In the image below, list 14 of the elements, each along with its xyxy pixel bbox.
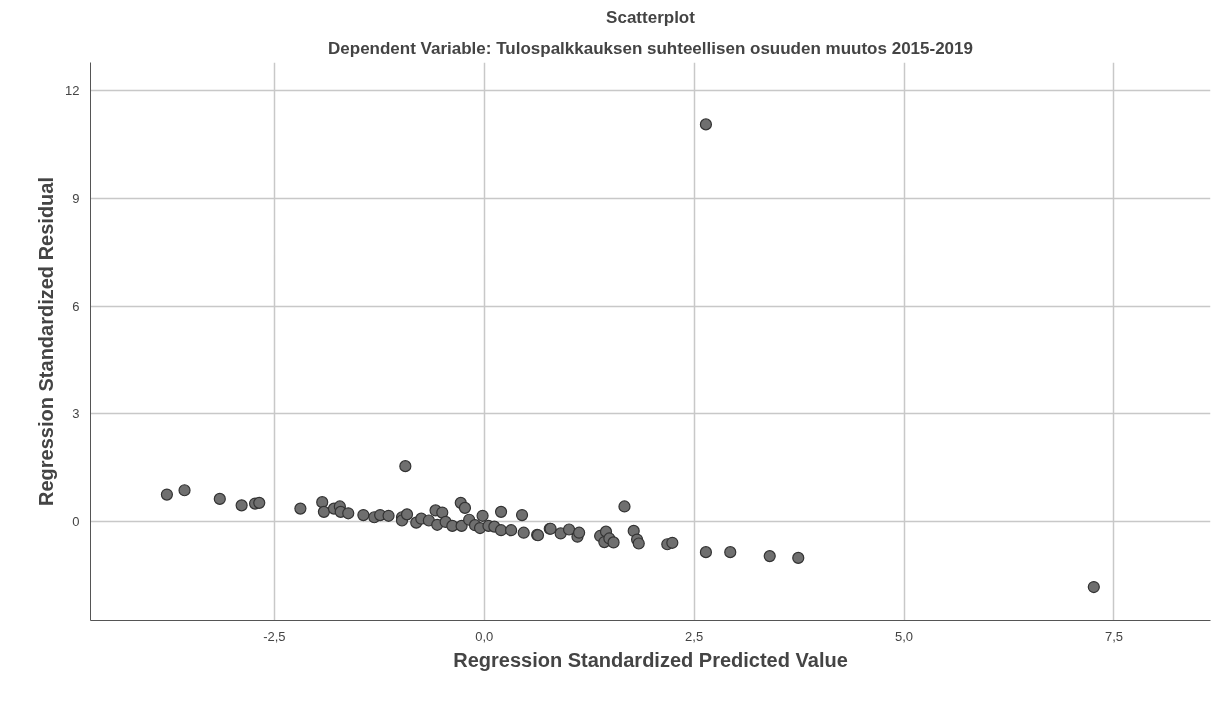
y-axis-title: Regression Standardized Residual [35, 177, 58, 506]
x-tick-label: 7,5 [1104, 628, 1123, 644]
y-tick-label: 3 [72, 406, 80, 422]
chart-title: Scatterplot [606, 7, 696, 27]
y-tick-label: 6 [72, 298, 80, 314]
x-tick-label: -2,5 [263, 628, 286, 644]
x-tick-label: 0,0 [475, 628, 494, 644]
x-tick-label: 5,0 [895, 628, 914, 644]
x-axis-title: Regression Standardized Predicted Value [453, 648, 848, 671]
y-tick-label: 0 [72, 514, 80, 530]
y-tick-label: 12 [65, 82, 80, 98]
x-tick-label: 2,5 [685, 628, 704, 644]
y-tick-label: 9 [72, 190, 80, 206]
chart-subtitle: Dependent Variable: Tulospalkkauksen suhteellisen osuuden muutos 2015-2019 [328, 38, 973, 58]
